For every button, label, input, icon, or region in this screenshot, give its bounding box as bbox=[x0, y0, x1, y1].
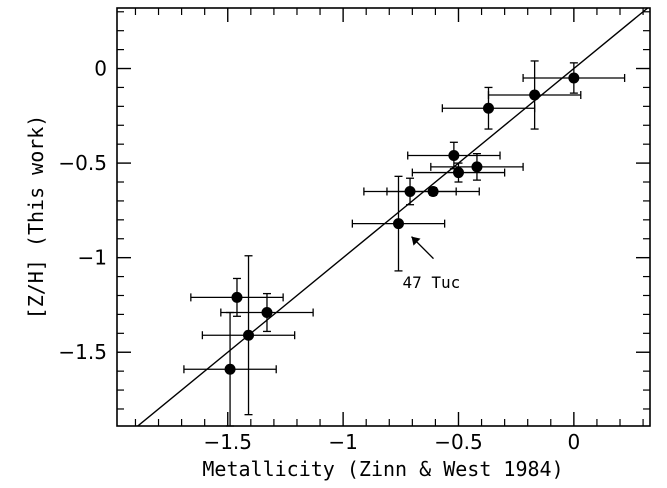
x-tick-label: 0 bbox=[567, 430, 580, 454]
data-point bbox=[392, 218, 404, 230]
ticks: −1.5 −1 −0.5 0 −1.5 −1 −0.5 0 bbox=[58, 8, 650, 454]
data-point-group bbox=[363, 177, 457, 206]
data-point bbox=[224, 363, 236, 375]
y-tick-label: −1.5 bbox=[58, 340, 107, 364]
data-point bbox=[243, 329, 255, 341]
identity-line-group bbox=[136, 8, 649, 426]
data-point bbox=[568, 72, 580, 84]
data-point-group bbox=[201, 255, 296, 416]
annotation-arrow-head bbox=[411, 236, 421, 246]
data-point-group bbox=[220, 292, 314, 333]
data-point-group bbox=[183, 311, 277, 427]
x-axis-label: Metallicity (Zinn & West 1984) bbox=[202, 457, 563, 481]
data-point-group bbox=[190, 277, 284, 317]
x-tick-label: −1.5 bbox=[203, 430, 252, 454]
data-point-group bbox=[411, 162, 506, 183]
data-point bbox=[231, 291, 243, 303]
data-point bbox=[261, 307, 273, 319]
y-tick-label: −0.5 bbox=[58, 151, 107, 175]
data-point bbox=[482, 102, 494, 114]
data-point bbox=[404, 185, 416, 197]
data-point-group bbox=[487, 60, 582, 130]
data-point-group bbox=[430, 152, 524, 181]
identity-line bbox=[136, 8, 649, 426]
y-tick-label: 0 bbox=[94, 57, 107, 81]
data-point bbox=[471, 161, 483, 173]
data-point bbox=[529, 89, 541, 101]
data-point bbox=[452, 167, 464, 179]
data-point-group bbox=[441, 86, 536, 130]
annotation-label: 47 Tuc bbox=[403, 273, 461, 292]
x-tick-label: −0.5 bbox=[434, 430, 483, 454]
data-points bbox=[183, 60, 626, 427]
data-point-group bbox=[351, 175, 446, 272]
annotations: 47 Tuc bbox=[403, 236, 461, 292]
plot-frame bbox=[116, 7, 651, 427]
data-point bbox=[448, 150, 460, 162]
data-point-group bbox=[407, 141, 501, 170]
y-tick-label: −1 bbox=[78, 246, 107, 270]
x-tick-label: −1 bbox=[328, 430, 357, 454]
data-point-group bbox=[522, 62, 626, 94]
y-axis-label: [Z/H] (This work) bbox=[24, 115, 48, 320]
